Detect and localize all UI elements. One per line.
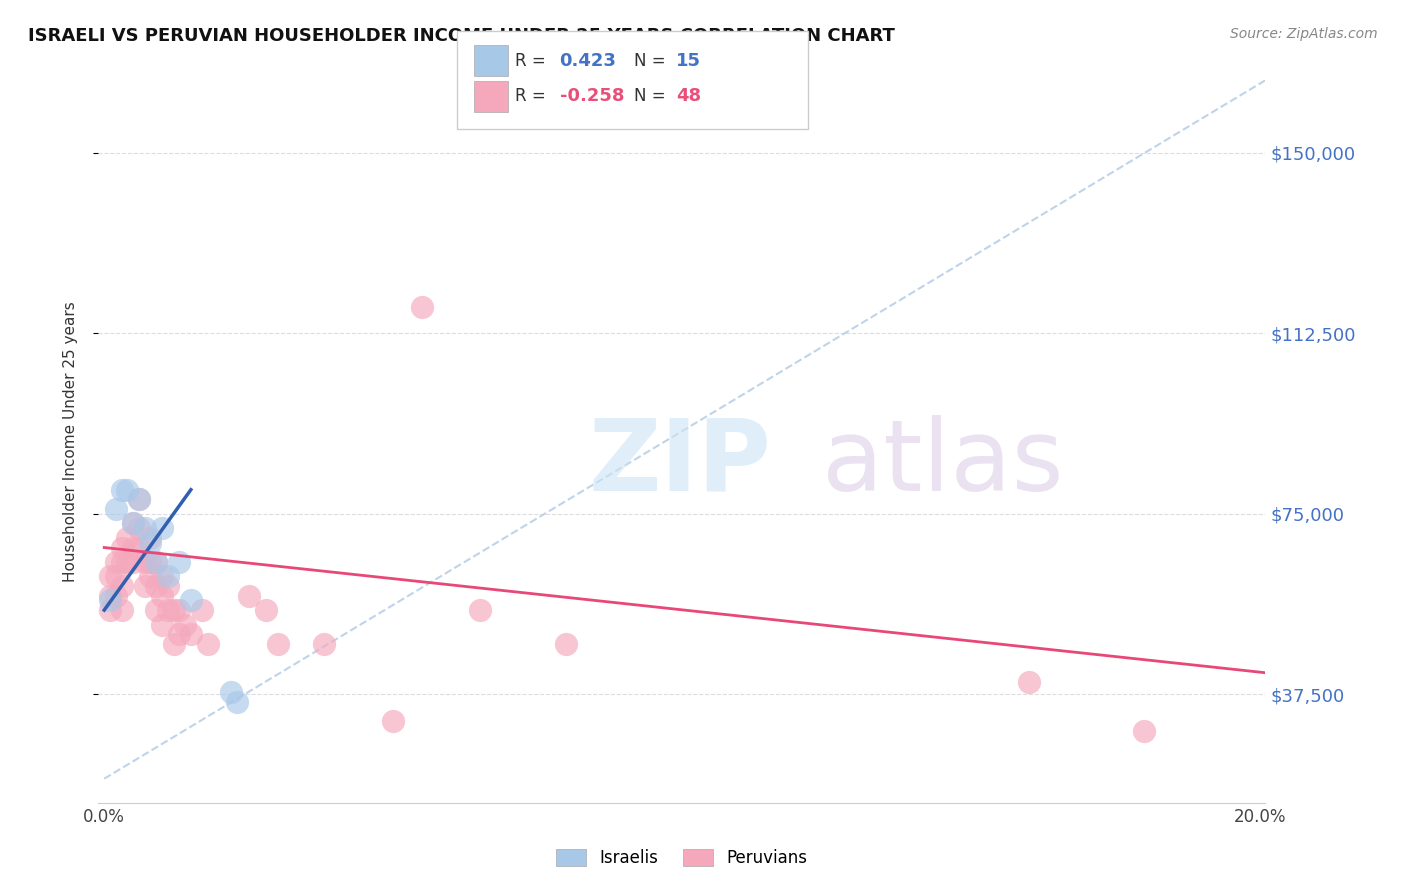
Point: [312, 637, 335, 651]
Text: 15: 15: [676, 52, 702, 70]
Point: [238, 589, 260, 603]
Point: [98, 603, 121, 617]
Point: [128, 541, 150, 555]
Text: ISRAELI VS PERUVIAN HOUSEHOLDER INCOME UNDER 25 YEARS CORRELATION CHART: ISRAELI VS PERUVIAN HOUSEHOLDER INCOME U…: [28, 27, 896, 45]
Text: -0.258: -0.258: [560, 87, 624, 105]
Point: [1133, 723, 1156, 738]
Point: [98, 589, 121, 603]
Point: [110, 579, 132, 593]
Point: [555, 637, 578, 651]
Point: [128, 521, 150, 535]
Y-axis label: Householder Income Under 25 years: Householder Income Under 25 years: [63, 301, 77, 582]
Point: [221, 685, 243, 699]
Point: [266, 637, 288, 651]
Point: [150, 589, 173, 603]
Point: [122, 541, 145, 555]
Point: [134, 579, 156, 593]
Point: [98, 593, 121, 607]
Point: [139, 531, 162, 545]
Point: [145, 579, 167, 593]
Point: [169, 603, 191, 617]
Point: [104, 555, 127, 569]
Point: [145, 603, 167, 617]
Point: [128, 492, 150, 507]
Point: [98, 569, 121, 583]
Point: [110, 541, 132, 555]
Point: [156, 603, 179, 617]
Text: R =: R =: [515, 87, 551, 105]
Point: [110, 555, 132, 569]
Point: [382, 714, 405, 728]
Point: [139, 569, 162, 583]
Point: [104, 502, 127, 516]
Point: [411, 300, 433, 314]
Text: 0.423: 0.423: [560, 52, 616, 70]
Point: [156, 579, 179, 593]
Text: atlas: atlas: [823, 415, 1063, 512]
Point: [169, 627, 191, 641]
Point: [156, 569, 179, 583]
Text: ZIP: ZIP: [589, 415, 772, 512]
Point: [122, 516, 145, 531]
Point: [122, 555, 145, 569]
Point: [110, 483, 132, 497]
Point: [468, 603, 491, 617]
Legend: Israelis, Peruvians: Israelis, Peruvians: [550, 842, 814, 874]
Text: N =: N =: [634, 52, 671, 70]
Point: [117, 555, 139, 569]
Point: [191, 603, 214, 617]
Point: [110, 603, 132, 617]
Point: [150, 521, 173, 535]
Point: [122, 516, 145, 531]
Point: [150, 617, 173, 632]
Point: [254, 603, 277, 617]
Point: [162, 603, 184, 617]
Point: [180, 593, 202, 607]
Point: [104, 589, 127, 603]
Point: [104, 569, 127, 583]
Text: R =: R =: [515, 52, 551, 70]
Point: [145, 555, 167, 569]
Text: 48: 48: [676, 87, 702, 105]
Text: Source: ZipAtlas.com: Source: ZipAtlas.com: [1230, 27, 1378, 41]
Point: [169, 555, 191, 569]
Point: [197, 637, 219, 651]
Point: [180, 627, 202, 641]
Point: [150, 569, 173, 583]
Point: [117, 531, 139, 545]
Point: [145, 555, 167, 569]
Point: [139, 535, 162, 549]
Text: N =: N =: [634, 87, 671, 105]
Point: [139, 555, 162, 569]
Point: [117, 483, 139, 497]
Point: [134, 521, 156, 535]
Point: [1018, 675, 1040, 690]
Point: [134, 555, 156, 569]
Point: [174, 617, 197, 632]
Point: [162, 637, 184, 651]
Point: [226, 695, 249, 709]
Point: [128, 492, 150, 507]
